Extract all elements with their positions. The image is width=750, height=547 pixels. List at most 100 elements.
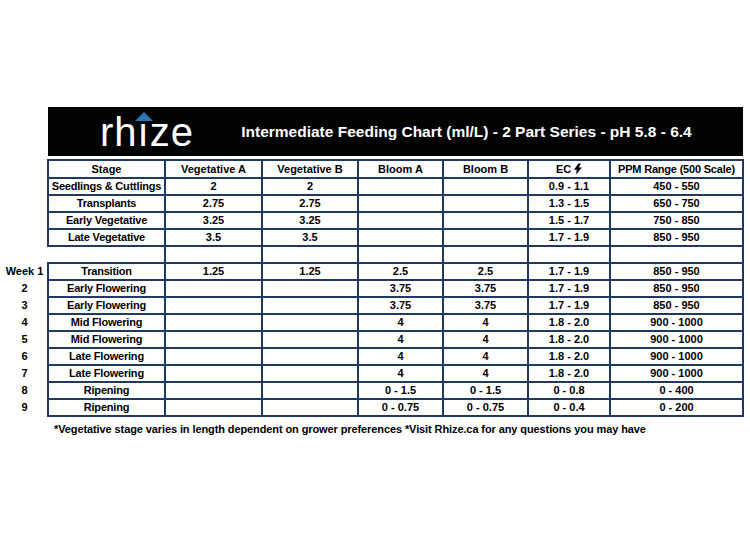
- stage-cell: Ripening: [48, 399, 165, 416]
- column-header-bloom-b: Bloom B: [443, 160, 528, 178]
- logo-text-post: ze: [150, 112, 194, 152]
- header-row: Stage Vegetative A Vegetative B Bloom A …: [2, 160, 743, 178]
- feeding-table: Stage Vegetative A Vegetative B Bloom A …: [2, 159, 744, 417]
- veg-b-cell: [262, 280, 358, 297]
- bloom-b-cell: [443, 229, 528, 246]
- bloom-b-cell: 4: [443, 331, 528, 348]
- ppm-cell: 0 - 400: [610, 382, 743, 399]
- table-row: 4 Mid Flowering 4 4 1.8 - 2.0 900 - 1000: [2, 314, 743, 331]
- table-row: 3 Early Flowering 3.75 3.75 1.7 - 1.9 85…: [2, 297, 743, 314]
- stage-cell: Early Flowering: [48, 297, 165, 314]
- bloom-a-cell: 4: [358, 348, 443, 365]
- bloom-a-cell: 3.75: [358, 280, 443, 297]
- stage-cell: Early Flowering: [48, 280, 165, 297]
- bloom-a-cell: 3.75: [358, 297, 443, 314]
- bloom-b-cell: [443, 195, 528, 212]
- ppm-cell: 850 - 950: [610, 280, 743, 297]
- ec-cell: 1.7 - 1.9: [528, 280, 610, 297]
- feeding-chart: rhıze Intermediate Feeding Chart (ml/L) …: [2, 107, 748, 435]
- bloom-a-cell: [358, 195, 443, 212]
- veg-a-cell: [165, 246, 262, 263]
- veg-b-cell: [262, 399, 358, 416]
- ec-cell: 0 - 0.8: [528, 382, 610, 399]
- week-label: Week 1: [2, 263, 48, 280]
- bloom-b-cell: 4: [443, 365, 528, 382]
- table-row: 9 Ripening 0 - 0.75 0 - 0.75 0 - 0.4 0 -…: [2, 399, 743, 416]
- ppm-cell: [610, 246, 743, 263]
- ec-cell: 1.8 - 2.0: [528, 331, 610, 348]
- logo-caret-icon: [135, 112, 153, 121]
- ppm-cell: 450 - 550: [610, 178, 743, 195]
- ec-cell: 0 - 0.4: [528, 399, 610, 416]
- ppm-cell: 900 - 1000: [610, 314, 743, 331]
- veg-a-cell: [165, 314, 262, 331]
- ppm-cell: 0 - 200: [610, 399, 743, 416]
- table-row: Early Vegetative 3.25 3.25 1.5 - 1.7 750…: [2, 212, 743, 229]
- lightning-bolt-icon: [574, 163, 582, 175]
- table-row: Seedlings & Cuttlings 2 2 0.9 - 1.1 450 …: [2, 178, 743, 195]
- spacer-row: [2, 246, 743, 263]
- stage-cell: Late Flowering: [48, 348, 165, 365]
- footnote: *Vegetative stage varies in length depen…: [54, 423, 748, 435]
- week-label: [2, 212, 48, 229]
- bloom-a-cell: [358, 229, 443, 246]
- bloom-b-cell: 4: [443, 314, 528, 331]
- stage-cell: [48, 246, 165, 263]
- table-row: Late Vegetative 3.5 3.5 1.7 - 1.9 850 - …: [2, 229, 743, 246]
- veg-b-cell: [262, 314, 358, 331]
- ppm-cell: 850 - 950: [610, 297, 743, 314]
- bloom-b-cell: 0 - 1.5: [443, 382, 528, 399]
- week-label: 5: [2, 331, 48, 348]
- column-header-vegetative-a: Vegetative A: [165, 160, 262, 178]
- column-header-vegetative-b: Vegetative B: [262, 160, 358, 178]
- bloom-b-cell: 2.5: [443, 263, 528, 280]
- bloom-a-cell: [358, 178, 443, 195]
- rhize-logo: rhıze: [100, 107, 194, 156]
- veg-a-cell: [165, 348, 262, 365]
- column-header-stage: Stage: [48, 160, 165, 178]
- veg-b-cell: 2: [262, 178, 358, 195]
- ec-cell: [528, 246, 610, 263]
- veg-a-cell: 2.75: [165, 195, 262, 212]
- bloom-b-cell: [443, 178, 528, 195]
- table-row: 2 Early Flowering 3.75 3.75 1.7 - 1.9 85…: [2, 280, 743, 297]
- title-bar: rhıze Intermediate Feeding Chart (ml/L) …: [48, 107, 743, 156]
- table-row: Week 1 Transition 1.25 1.25 2.5 2.5 1.7 …: [2, 263, 743, 280]
- week-label: 6: [2, 348, 48, 365]
- table-row: Transplants 2.75 2.75 1.3 - 1.5 650 - 75…: [2, 195, 743, 212]
- bloom-a-cell: 4: [358, 331, 443, 348]
- column-header-bloom-a: Bloom A: [358, 160, 443, 178]
- veg-b-cell: 3.5: [262, 229, 358, 246]
- stage-cell: Late Flowering: [48, 365, 165, 382]
- table-row: 5 Mid Flowering 4 4 1.8 - 2.0 900 - 1000: [2, 331, 743, 348]
- ec-cell: 1.5 - 1.7: [528, 212, 610, 229]
- week-label: [2, 178, 48, 195]
- stage-cell: Seedlings & Cuttlings: [48, 178, 165, 195]
- bloom-a-cell: 2.5: [358, 263, 443, 280]
- stage-cell: Mid Flowering: [48, 331, 165, 348]
- week-label: 8: [2, 382, 48, 399]
- ppm-cell: 900 - 1000: [610, 365, 743, 382]
- veg-b-cell: 2.75: [262, 195, 358, 212]
- bloom-a-cell: [358, 246, 443, 263]
- veg-a-cell: [165, 399, 262, 416]
- bloom-b-cell: [443, 246, 528, 263]
- chart-title: Intermediate Feeding Chart (ml/L) - 2 Pa…: [194, 123, 743, 141]
- veg-b-cell: [262, 348, 358, 365]
- veg-a-cell: [165, 365, 262, 382]
- stage-cell: Mid Flowering: [48, 314, 165, 331]
- table-row: 6 Late Flowering 4 4 1.8 - 2.0 900 - 100…: [2, 348, 743, 365]
- bloom-a-cell: 0 - 0.75: [358, 399, 443, 416]
- ec-cell: 1.7 - 1.9: [528, 297, 610, 314]
- bloom-b-cell: 3.75: [443, 297, 528, 314]
- stage-cell: Early Vegetative: [48, 212, 165, 229]
- ec-cell: 1.7 - 1.9: [528, 229, 610, 246]
- ec-cell: 1.3 - 1.5: [528, 195, 610, 212]
- column-header-ec: EC: [528, 160, 610, 178]
- veg-a-cell: 1.25: [165, 263, 262, 280]
- logo-text-pre: rh: [100, 112, 138, 152]
- ec-cell: 1.7 - 1.9: [528, 263, 610, 280]
- week-label: 9: [2, 399, 48, 416]
- column-header-ppm-range: PPM Range (500 Scale): [610, 160, 743, 178]
- bloom-a-cell: 4: [358, 314, 443, 331]
